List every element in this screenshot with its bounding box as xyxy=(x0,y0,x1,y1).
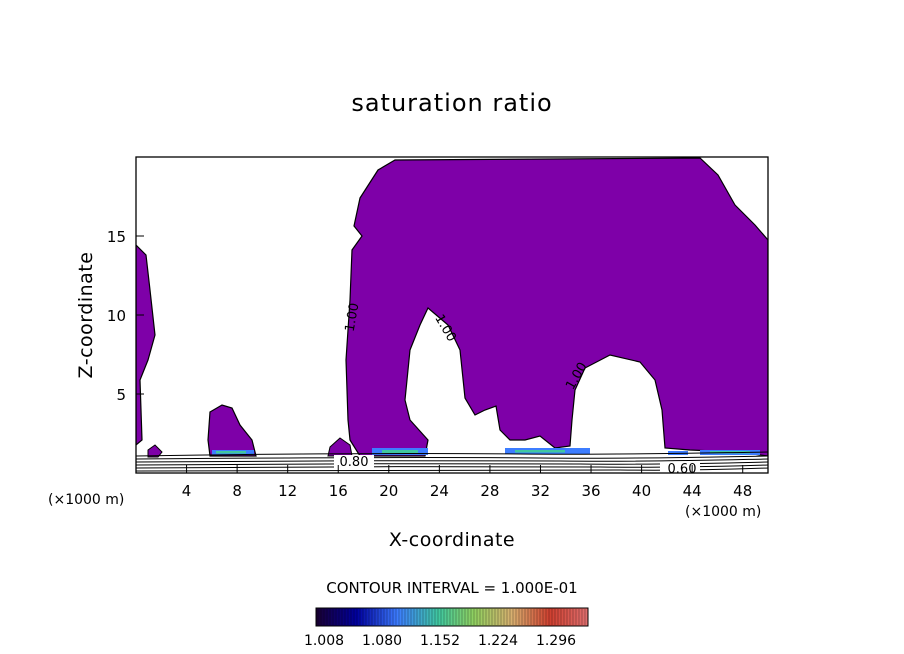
x-unit-right: (×1000 m) xyxy=(685,504,761,520)
x-tick-label-36: 36 xyxy=(581,482,600,500)
contour-label-1: 1.00 xyxy=(343,302,363,333)
y-tick-label-10: 10 xyxy=(107,307,126,325)
x-tick-label-40: 40 xyxy=(632,482,651,500)
colorbar-gradient xyxy=(315,607,589,627)
x-tick-label-8: 8 xyxy=(232,482,242,500)
supersaturated-region-main xyxy=(345,157,768,457)
high-value-core-x20 xyxy=(382,450,418,453)
plot-area xyxy=(136,157,768,472)
x-tick-label-12: 12 xyxy=(278,482,297,500)
y-tick-label-15: 15 xyxy=(107,228,126,246)
high-value-core-x32 xyxy=(515,450,565,453)
contour-interval-text: CONTOUR INTERVAL = 1.000E-01 xyxy=(326,579,577,597)
x-tick-label-48: 48 xyxy=(733,482,752,500)
x-tick-label-4: 4 xyxy=(182,482,192,500)
x-tick-label-44: 44 xyxy=(683,482,702,500)
supersaturated-region-left xyxy=(136,244,156,446)
supersaturated-region-x8 xyxy=(207,404,257,457)
colorbar-label-0: 1.008 xyxy=(304,633,344,649)
y-axis-label: Z-coordinate xyxy=(75,252,97,379)
colorbar-label-2: 1.152 xyxy=(420,633,460,649)
x-tick-label-24: 24 xyxy=(430,482,449,500)
x-axis-label: X-coordinate xyxy=(389,529,515,551)
high-value-core-x8 xyxy=(216,451,246,454)
colorbar: 1.008 1.080 1.152 1.224 1.296 xyxy=(304,607,589,649)
colorbar-label-4: 1.296 xyxy=(536,633,576,649)
y-axis: 5 10 15 xyxy=(107,228,144,404)
supersaturated-region-x16 xyxy=(327,437,353,457)
colorbar-label-3: 1.224 xyxy=(478,633,518,649)
x-tick-label-16: 16 xyxy=(329,482,348,500)
x-axis: 4 8 12 16 20 24 28 32 36 40 44 48 xyxy=(182,465,752,500)
x-tick-label-28: 28 xyxy=(480,482,499,500)
x-unit-left: (×1000 m) xyxy=(48,492,124,508)
colorbar-label-1: 1.080 xyxy=(362,633,402,649)
chart-title: saturation ratio xyxy=(351,89,552,117)
y-tick-label-5: 5 xyxy=(116,386,126,404)
x-tick-label-32: 32 xyxy=(531,482,550,500)
x-tick-label-20: 20 xyxy=(379,482,398,500)
contour-label-4: 0.80 xyxy=(340,455,369,470)
